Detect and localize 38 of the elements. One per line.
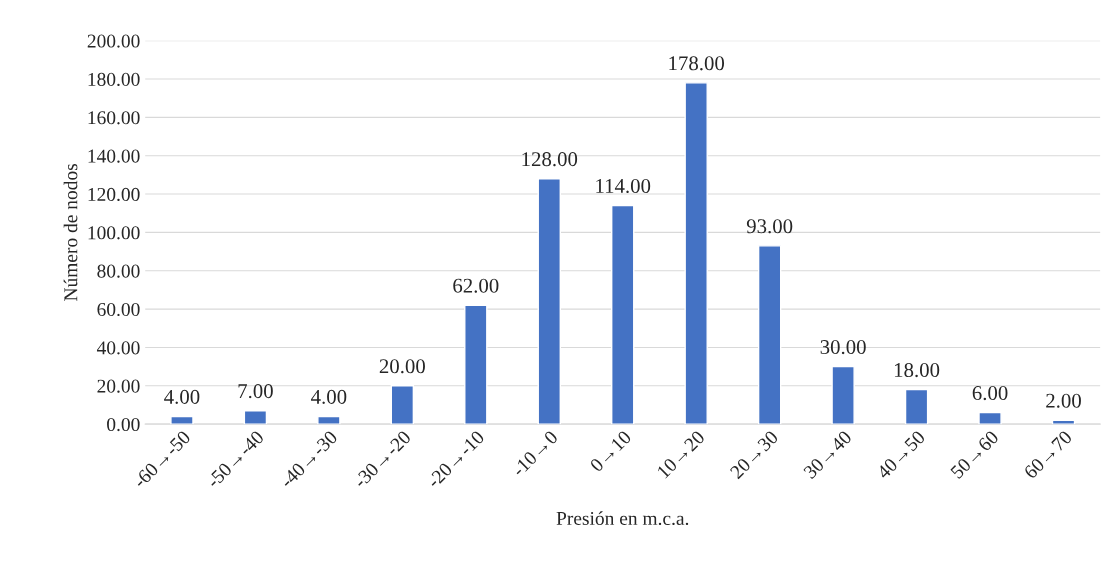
y-tick-label: 60.00 bbox=[97, 302, 140, 317]
bar bbox=[684, 82, 708, 425]
bar bbox=[170, 415, 194, 425]
bar bbox=[611, 204, 635, 425]
data-label: 20.00 bbox=[379, 359, 425, 374]
bar bbox=[831, 365, 855, 425]
y-tick-label: 80.00 bbox=[97, 264, 140, 278]
data-label: 114.00 bbox=[596, 178, 651, 194]
y-tick-label: 200.00 bbox=[87, 34, 140, 48]
bar bbox=[537, 178, 561, 425]
y-tick-label: 140.00 bbox=[88, 149, 140, 163]
data-label: 4.00 bbox=[164, 389, 200, 404]
bar bbox=[757, 245, 782, 425]
data-label: 62.00 bbox=[453, 278, 499, 293]
y-tick-label: 120.00 bbox=[88, 187, 140, 202]
data-label: 7.00 bbox=[238, 384, 273, 399]
data-label: 178.00 bbox=[669, 56, 725, 71]
bar bbox=[464, 304, 488, 425]
x-axis-title: Presión en m.c.a. bbox=[556, 511, 689, 526]
y-tick-label: 40.00 bbox=[96, 341, 140, 355]
y-axis-title: Número de nodos bbox=[63, 163, 78, 301]
y-tick-label: 0.00 bbox=[107, 417, 140, 432]
bar bbox=[978, 411, 1002, 425]
y-tick-label: 180.00 bbox=[88, 72, 140, 87]
y-tick-label: 100.00 bbox=[88, 226, 140, 240]
data-label: 18.00 bbox=[894, 362, 940, 378]
data-label: 4.00 bbox=[311, 389, 347, 404]
bar bbox=[243, 410, 268, 425]
bar bbox=[904, 388, 929, 425]
bar bbox=[390, 385, 415, 425]
y-tick-label: 20.00 bbox=[97, 379, 140, 393]
data-label: 128.00 bbox=[522, 152, 578, 167]
data-label: 93.00 bbox=[746, 219, 793, 234]
data-label: 30.00 bbox=[820, 339, 866, 355]
bar bbox=[317, 415, 341, 425]
data-label: 6.00 bbox=[972, 386, 1008, 401]
y-tick-label: 160.00 bbox=[88, 111, 140, 125]
data-label: 2.00 bbox=[1046, 393, 1081, 408]
